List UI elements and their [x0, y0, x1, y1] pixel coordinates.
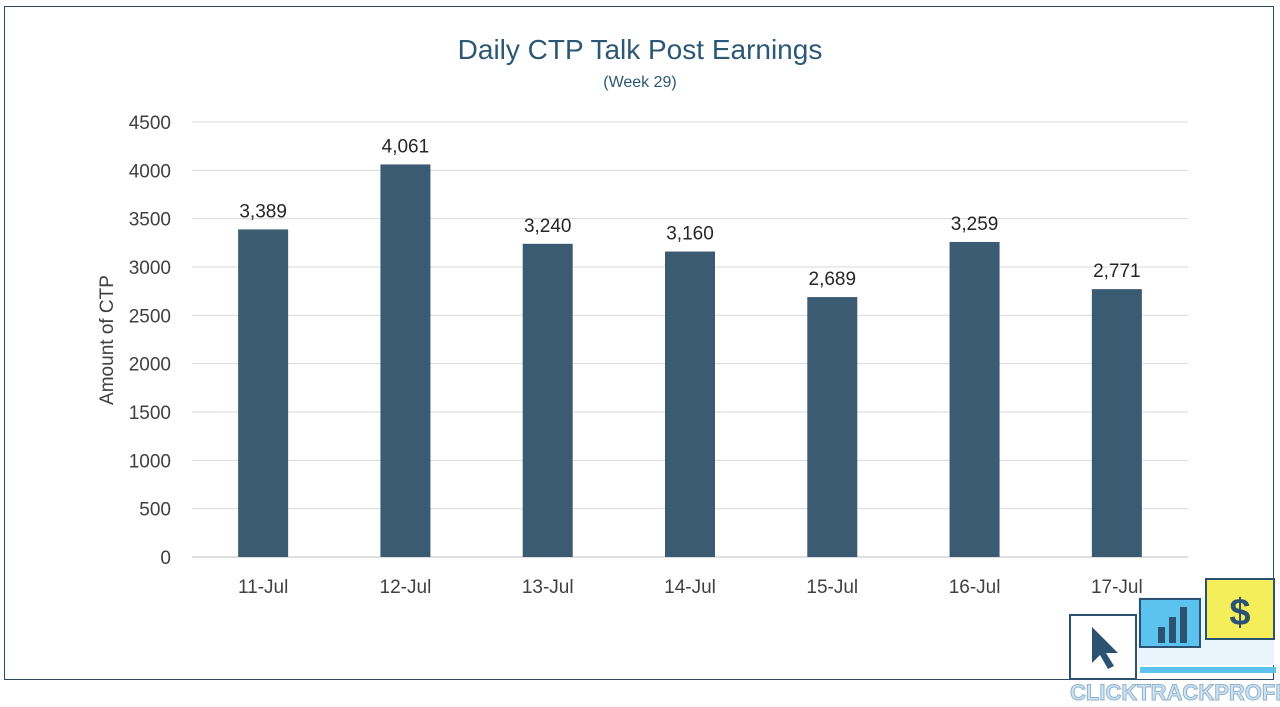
chart-subtitle: (Week 29): [603, 74, 677, 91]
bar: [665, 251, 715, 558]
bar: [238, 229, 289, 557]
bar: [380, 164, 431, 558]
y-tick-label: 1500: [129, 403, 171, 424]
bar: [949, 241, 1000, 558]
y-tick-label: 2000: [129, 355, 171, 376]
data-labels: 3,389 4,061 3,240 3,160 2,689 3,259 2,771: [239, 136, 1140, 290]
y-tick-labels: 0 500 1000 1500 2000 2500 3000 3500 4000 4500: [129, 113, 171, 569]
brand-wordmark: CLICKTRACKPROFIT: [1070, 680, 1280, 706]
y-tick-label: 3000: [129, 258, 171, 279]
x-tick-label: 14-Jul: [664, 577, 716, 598]
y-tick-label: 2500: [129, 306, 171, 327]
bars: [238, 164, 1142, 558]
x-tick-label: 17-Jul: [1091, 577, 1143, 598]
y-tick-label: 4500: [129, 113, 171, 134]
y-tick-label: 1000: [129, 451, 171, 472]
data-label: 2,771: [1093, 261, 1141, 282]
chart-title: Daily CTP Talk Post Earnings: [457, 34, 823, 65]
y-tick-label: 0: [160, 548, 171, 569]
x-tick-label: 11-Jul: [238, 577, 288, 598]
data-label: 3,259: [951, 214, 999, 235]
data-label: 4,061: [382, 136, 430, 157]
data-label: 3,389: [239, 201, 287, 222]
clicktrackprofit-logo-icon: $: [1069, 578, 1276, 680]
x-tick-label: 13-Jul: [522, 577, 574, 598]
bar: [807, 297, 858, 557]
x-tick-labels: 11-Jul 12-Jul 13-Jul 14-Jul 15-Jul 16-Jul 17-J…: [238, 577, 1143, 598]
y-tick-label: 500: [139, 500, 171, 521]
x-tick-label: 15-Jul: [806, 577, 858, 598]
x-tick-label: 12-Jul: [380, 577, 432, 598]
chart-frame: [4, 6, 1274, 680]
data-label: 2,689: [809, 269, 857, 290]
bar: [522, 243, 573, 558]
x-tick-label: 16-Jul: [949, 577, 1001, 598]
svg-text:$: $: [1229, 592, 1250, 634]
bar: [1091, 289, 1142, 557]
data-label: 3,240: [524, 216, 572, 237]
y-tick-label: 3500: [129, 210, 171, 231]
data-label: 3,160: [666, 224, 714, 245]
y-tick-label: 4000: [129, 161, 171, 182]
